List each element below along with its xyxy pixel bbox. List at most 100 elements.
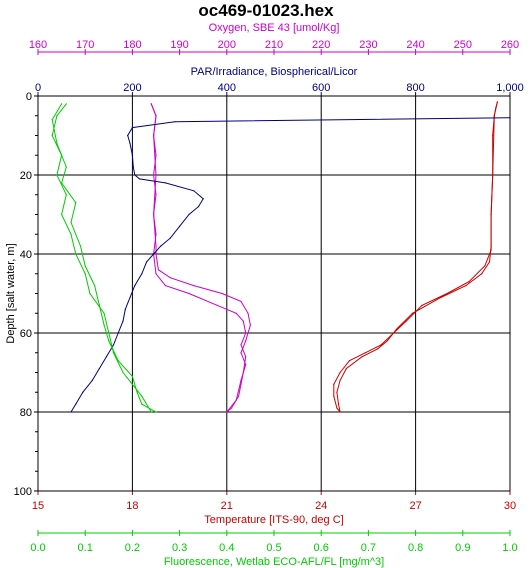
series-temperature	[333, 101, 499, 413]
x-tick-label-par: 1,000	[496, 82, 524, 94]
x-tick-label-oxygen: 210	[265, 39, 283, 51]
data-point-temperature	[380, 344, 382, 346]
data-point-fluorescence	[94, 285, 96, 287]
data-point-par	[112, 344, 115, 346]
x-tick-label-par: 400	[218, 82, 236, 94]
series-line-par	[70, 117, 511, 413]
data-point-fluorescence	[150, 411, 152, 413]
y-tick-label: 80	[20, 407, 32, 419]
y-tick-label: 60	[20, 328, 32, 340]
data-point-par	[122, 320, 124, 322]
data-point-temperature	[490, 249, 492, 251]
data-point-oxygen	[235, 312, 237, 314]
data-point-oxygen	[150, 103, 152, 105]
chart-title: oc469-01023.hex	[198, 1, 334, 20]
data-point-par	[197, 206, 200, 208]
x-tick-label-fluorescence: 0.9	[455, 542, 470, 554]
x-axis-label-par: PAR/Irradiance, Biospherical/Licor	[191, 66, 358, 78]
data-point-oxygen	[153, 213, 155, 216]
data-point-oxygen	[153, 174, 155, 176]
data-point-oxygen	[153, 134, 155, 137]
data-point-fluorescence	[103, 324, 105, 326]
data-point-oxygen	[240, 383, 242, 385]
series-line-fluorescence	[51, 103, 157, 413]
x-tick-label-oxygen: 260	[501, 39, 519, 51]
data-point-oxygen	[235, 399, 237, 401]
data-point-fluorescence	[89, 292, 91, 295]
data-point-par	[129, 296, 131, 299]
data-point-fluorescence	[65, 103, 67, 105]
data-point-par	[164, 182, 167, 184]
x-tick-label-fluorescence: 0.8	[408, 542, 423, 554]
data-point-fluorescence	[141, 395, 143, 397]
x-tick-label-par: 800	[406, 82, 424, 94]
series-line-temperature	[336, 101, 498, 413]
series-fluorescence	[51, 103, 157, 413]
data-point-fluorescence	[51, 134, 53, 137]
data-point-fluorescence	[56, 142, 58, 144]
axes: 0 20 40 60 80 100 Depth [salt water, m] Oxygen,…	[5, 22, 524, 568]
data-point-oxygen	[155, 115, 157, 117]
data-point-temperature	[339, 379, 341, 381]
data-point-temperature	[492, 174, 494, 176]
x-tick-label-par: 0	[35, 82, 41, 94]
data-point-oxygen	[216, 304, 218, 306]
x-tick-label-oxygen: 200	[218, 39, 236, 51]
x-tick-label-oxygen: 240	[406, 39, 424, 51]
data-point-oxygen	[240, 379, 242, 381]
data-point-par	[141, 273, 143, 275]
data-point-fluorescence	[84, 265, 86, 267]
x-tick-label-fluorescence: 0.0	[30, 542, 45, 554]
data-point-oxygen	[169, 277, 171, 279]
data-point-temperature	[421, 304, 423, 306]
data-point-oxygen	[247, 312, 249, 314]
data-point-fluorescence	[108, 340, 110, 342]
data-point-fluorescence	[70, 221, 72, 223]
x-tick-label-temperature: 15	[32, 500, 44, 512]
data-point-par	[70, 411, 72, 413]
x-tick-label-temperature: 18	[126, 500, 138, 512]
grid	[37, 95, 511, 492]
data-point-fluorescence	[84, 273, 86, 275]
x-tick-label-oxygen: 190	[170, 39, 188, 51]
data-point-fluorescence	[136, 391, 138, 393]
data-point-oxygen	[245, 356, 247, 358]
x-axis-par: PAR/Irradiance, Biospherical/Licor 0 200 40…	[35, 66, 524, 96]
data-point-fluorescence	[61, 213, 63, 216]
data-point-temperature	[496, 101, 499, 103]
data-point-fluorescence	[122, 371, 124, 374]
data-point-temperature	[493, 115, 495, 117]
data-point-par	[134, 285, 136, 287]
data-point-oxygen	[164, 285, 167, 287]
data-point-fluorescence	[65, 166, 67, 168]
data-point-oxygen	[188, 292, 190, 295]
data-point-par	[202, 198, 204, 200]
data-point-temperature	[465, 285, 467, 287]
x-axis-fluorescence: Fluorescence, Wetlab ECO-AFL/FL [mg/m^3]…	[30, 530, 518, 568]
data-point-oxygen	[155, 253, 157, 255]
data-point-oxygen	[226, 411, 228, 413]
data-point-fluorescence	[98, 304, 100, 306]
data-point-par	[153, 253, 155, 255]
data-point-fluorescence	[51, 119, 53, 121]
data-point-fluorescence	[75, 202, 77, 204]
data-point-temperature	[333, 383, 335, 385]
y-tick-label: 100	[14, 486, 32, 498]
data-point-oxygen	[155, 174, 157, 176]
data-point-fluorescence	[108, 332, 110, 334]
data-point-temperature	[492, 134, 494, 137]
x-tick-label-oxygen: 170	[76, 39, 94, 51]
data-point-par	[129, 142, 131, 144]
data-point-temperature	[405, 320, 407, 322]
data-point-oxygen	[240, 300, 242, 302]
x-tick-label-temperature: 24	[315, 500, 327, 512]
data-point-par	[82, 391, 84, 393]
x-tick-label-temperature: 27	[409, 500, 421, 512]
data-point-temperature	[348, 360, 351, 362]
data-point-oxygen	[238, 395, 240, 397]
x-tick-label-fluorescence: 1.0	[502, 542, 517, 554]
data-point-fluorescence	[61, 103, 63, 105]
data-point-fluorescence	[56, 174, 58, 176]
data-point-par	[188, 213, 190, 216]
